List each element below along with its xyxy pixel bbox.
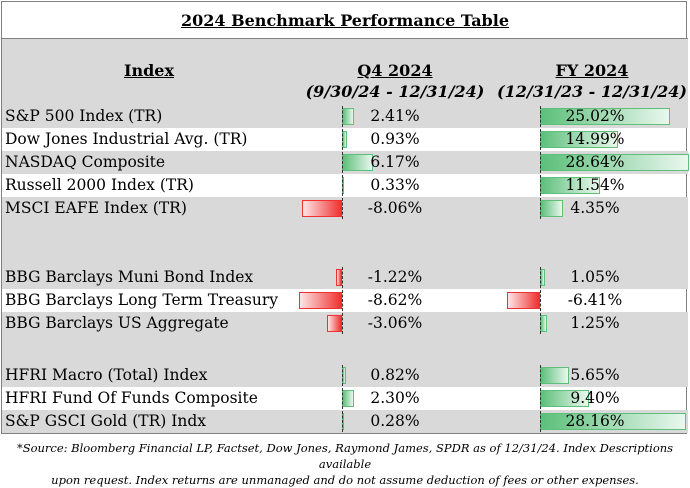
table-row: MSCI EAFE Index (TR) -8.06% 4.35% (2, 197, 688, 220)
fy-return-value: 9.40% (570, 389, 620, 407)
index-name: HFRI Fund Of Funds Composite (5, 389, 258, 407)
table-row: BBG Barclays Long Term Treasury -8.62% -6.… (2, 289, 688, 312)
footnote-line-1: *Source: Bloomberg Financial LP, Factset… (16, 441, 674, 471)
q4-return-value: 2.30% (370, 389, 420, 407)
q4-data-bar (301, 200, 342, 217)
q4-return-value: 2.41% (370, 107, 420, 125)
q4-column-header: Q4 2024 (357, 61, 433, 80)
index-name: Russell 2000 Index (TR) (5, 176, 194, 194)
fy-column-header: FY 2024 (555, 61, 629, 80)
performance-table: 2024 Benchmark Performance Table Index Q… (1, 1, 689, 434)
table-row: S&P 500 Index (TR) 2.41% 25.02% (2, 105, 688, 128)
index-name: HFRI Macro (Total) Index (5, 366, 208, 384)
q4-return-value: -1.22% (367, 268, 423, 286)
table-row: Dow Jones Industrial Avg. (TR) 0.93% 14.99… (2, 128, 688, 151)
fy-data-axis (540, 267, 541, 288)
q4-data-axis (342, 152, 343, 173)
q4-data-axis (342, 365, 343, 386)
group-spacer (2, 335, 688, 364)
q4-return-value: 0.93% (370, 130, 420, 148)
q4-data-axis (342, 198, 343, 219)
q4-data-bar (326, 315, 342, 332)
index-name: MSCI EAFE Index (TR) (5, 199, 187, 217)
q4-return-value: -8.06% (367, 199, 423, 217)
q4-data-axis (342, 388, 343, 409)
table-title: 2024 Benchmark Performance Table (2, 2, 688, 39)
q4-return-value: -8.62% (367, 291, 423, 309)
fy-return-value: 28.16% (565, 412, 625, 430)
index-name: S&P GSCI Gold (TR) Indx (5, 412, 207, 430)
table-row: HFRI Fund Of Funds Composite 2.30% 9.40% (2, 387, 688, 410)
q4-date-range: (9/30/24 - 12/31/24) (305, 82, 485, 101)
fy-data-axis (540, 411, 541, 432)
fy-data-axis (540, 152, 541, 173)
table-row: BBG Barclays Muni Bond Index -1.22% 1.05% (2, 266, 688, 289)
table-header: Index Q4 2024 (9/30/24 - 12/31/24) FY 20… (2, 39, 688, 105)
q4-data-axis (342, 175, 343, 196)
fy-return-value: 4.35% (570, 199, 620, 217)
fy-data-axis (540, 365, 541, 386)
fy-data-axis (540, 290, 541, 311)
group-spacer (2, 220, 688, 266)
index-name: BBG Barclays US Aggregate (5, 314, 229, 332)
fy-return-value: 25.02% (565, 107, 625, 125)
index-column-header: Index (123, 61, 175, 80)
fy-return-value: 1.25% (570, 314, 620, 332)
fy-return-value: 14.99% (565, 130, 625, 148)
fy-data-axis (540, 106, 541, 127)
fy-return-value: -6.41% (567, 291, 623, 309)
index-name: NASDAQ Composite (5, 153, 166, 171)
q4-data-bar (335, 269, 342, 286)
fy-data-axis (540, 388, 541, 409)
fy-return-value: 5.65% (570, 366, 620, 384)
fy-date-range: (12/31/23 - 12/31/24) (497, 82, 687, 101)
q4-return-value: 6.17% (370, 153, 420, 171)
footnote-line-2: upon request. Index returns are unmanage… (51, 473, 639, 487)
fy-data-axis (540, 129, 541, 150)
table-row: S&P GSCI Gold (TR) Indx 0.28% 28.16% (2, 410, 688, 433)
table-row: BBG Barclays US Aggregate -3.06% 1.25% (2, 312, 688, 335)
q4-return-value: 0.82% (370, 366, 420, 384)
q4-data-axis (342, 313, 343, 334)
index-name: Dow Jones Industrial Avg. (TR) (5, 130, 248, 148)
q4-data-axis (342, 129, 343, 150)
q4-data-axis (342, 411, 343, 432)
fy-data-axis (540, 175, 541, 196)
index-name: BBG Barclays Muni Bond Index (5, 268, 254, 286)
q4-data-axis (342, 290, 343, 311)
table-row: NASDAQ Composite 6.17% 28.64% (2, 151, 689, 174)
fy-return-value: 11.54% (565, 176, 625, 194)
source-footnote: *Source: Bloomberg Financial LP, Factset… (0, 440, 690, 488)
table-row: Russell 2000 Index (TR) 0.33% 11.54% (2, 174, 688, 197)
fy-return-value: 28.64% (565, 153, 625, 171)
fy-data-bar (506, 292, 540, 309)
q4-return-value: 0.28% (370, 412, 420, 430)
q4-data-axis (342, 106, 343, 127)
fy-return-value: 1.05% (570, 268, 620, 286)
index-name: BBG Barclays Long Term Treasury (5, 291, 278, 309)
fy-data-axis (540, 313, 541, 334)
q4-data-bar (298, 292, 342, 309)
fy-data-axis (540, 198, 541, 219)
q4-return-value: -3.06% (367, 314, 423, 332)
table-row: HFRI Macro (Total) Index 0.82% 5.65% (2, 364, 688, 387)
q4-data-axis (342, 267, 343, 288)
q4-return-value: 0.33% (370, 176, 420, 194)
index-name: S&P 500 Index (TR) (5, 107, 163, 125)
